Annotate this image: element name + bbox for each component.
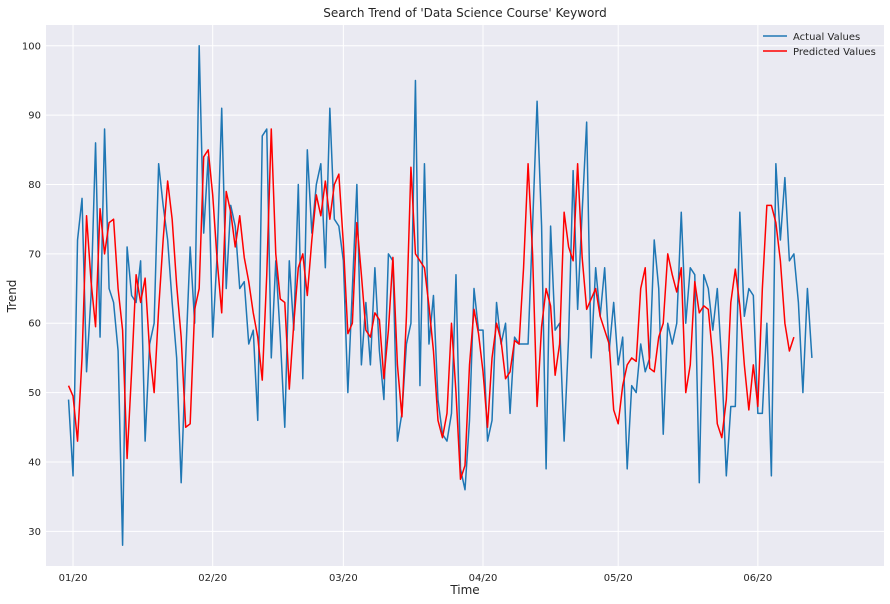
y-tick-label: 60 bbox=[28, 319, 41, 330]
series-line-predicted bbox=[67, 128, 795, 481]
y-tick-label: 80 bbox=[28, 180, 41, 191]
legend-label-actual: Actual Values bbox=[793, 32, 860, 43]
x-tick-label: 01/20 bbox=[59, 573, 88, 584]
series-line-actual bbox=[67, 45, 813, 546]
y-tick-label: 50 bbox=[28, 388, 41, 399]
x-axis-label: Time bbox=[449, 583, 479, 597]
y-axis-ticks: 30 40 50 60 70 80 90 100 bbox=[22, 41, 41, 538]
x-tick-label: 04/20 bbox=[469, 573, 498, 584]
x-tick-label: 02/20 bbox=[198, 573, 227, 584]
y-tick-label: 30 bbox=[28, 527, 41, 538]
grid-lines bbox=[46, 25, 884, 566]
legend: Actual Values Predicted Values bbox=[763, 32, 876, 58]
x-axis-ticks: 01/20 02/20 03/20 04/20 05/20 06/20 bbox=[59, 573, 773, 584]
y-tick-label: 40 bbox=[28, 457, 41, 468]
series-group bbox=[67, 45, 813, 546]
y-tick-label: 90 bbox=[28, 111, 41, 122]
x-tick-label: 03/20 bbox=[329, 573, 358, 584]
legend-label-predicted: Predicted Values bbox=[793, 47, 876, 58]
chart-title: Search Trend of 'Data Science Course' Ke… bbox=[323, 6, 606, 20]
x-tick-label: 05/20 bbox=[604, 573, 633, 584]
y-axis-label: Trend bbox=[5, 280, 19, 314]
y-tick-label: 70 bbox=[28, 249, 41, 260]
x-tick-label: 06/20 bbox=[743, 573, 772, 584]
y-tick-label: 100 bbox=[22, 41, 41, 52]
